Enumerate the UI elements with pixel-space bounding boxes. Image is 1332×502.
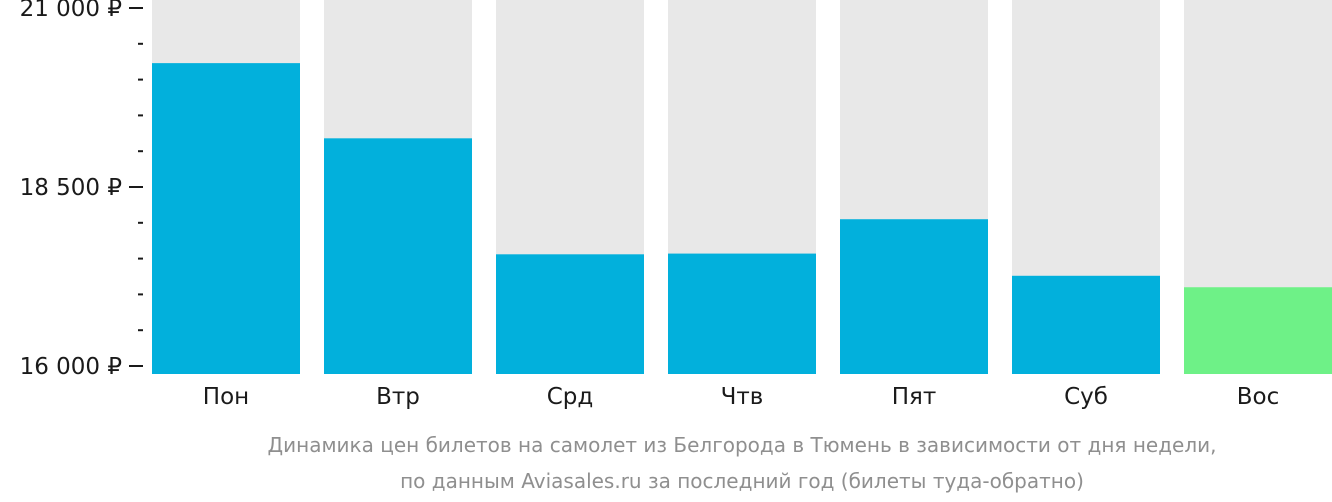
bar-пон [152, 63, 300, 375]
chart-caption-line-1: Динамика цен билетов на самолет из Белго… [268, 433, 1217, 457]
x-tick-label-втр: Втр [376, 384, 420, 410]
chart-caption-line-2: по данным Aviasales.ru за последний год … [400, 469, 1084, 493]
x-tick-label-срд: Срд [547, 384, 594, 410]
y-axis: 16 000 ₽ 18 500 ₽ 21 000 ₽ [20, 0, 143, 380]
x-tick-label-пон: Пон [203, 384, 249, 410]
bar-чтв [668, 253, 816, 374]
bar-втр [324, 138, 472, 374]
x-tick-label-суб: Суб [1064, 384, 1108, 410]
x-axis: Пон Втр Срд Чтв Пят Суб Вос [203, 384, 1279, 410]
bar-срд [496, 254, 644, 374]
bars-layer [152, 0, 1332, 375]
x-tick-label-вос: Вос [1237, 384, 1280, 410]
y-tick-label: 18 500 ₽ [20, 175, 122, 201]
y-tick-label: 16 000 ₽ [20, 354, 122, 380]
y-tick-label: 21 000 ₽ [20, 0, 122, 22]
x-tick-label-пят: Пят [892, 384, 937, 410]
bar-суб [1012, 275, 1160, 374]
x-tick-label-чтв: Чтв [721, 384, 764, 410]
bar-пят [840, 219, 988, 374]
bar-вос [1184, 287, 1332, 374]
